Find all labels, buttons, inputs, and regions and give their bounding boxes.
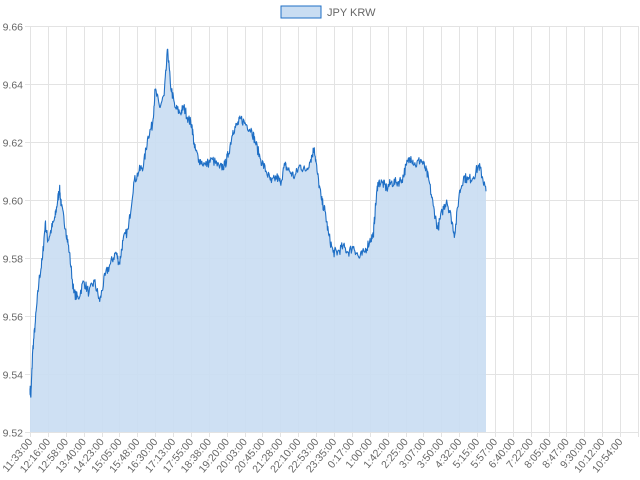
y-tick-label: 9.66 (3, 22, 24, 34)
legend-swatch (280, 5, 322, 19)
series-line-jpy-krw (29, 48, 487, 398)
y-tick-label: 9.56 (3, 312, 24, 324)
series-layer (29, 48, 487, 432)
legend-item-jpy-krw[interactable]: JPY KRW (280, 5, 376, 19)
y-tick-label: 9.52 (3, 428, 24, 440)
x-axis: 11:33:0012:16:0012:58:0013:40:0014:23:00… (0, 436, 625, 475)
legend-label: JPY KRW (327, 7, 376, 19)
y-tick-label: 9.54 (3, 370, 24, 382)
y-tick-label: 9.58 (3, 254, 24, 266)
y-axis: 9.52 9.54 9.56 9.58 9.60 9.62 9.64 9.66 (3, 22, 24, 440)
y-tick-label: 9.60 (3, 196, 24, 208)
y-tick-label: 9.64 (3, 80, 24, 92)
y-tick-label: 9.62 (3, 138, 24, 150)
series-area-jpy-krw (30, 49, 486, 432)
legend[interactable]: JPY KRW (280, 5, 376, 19)
